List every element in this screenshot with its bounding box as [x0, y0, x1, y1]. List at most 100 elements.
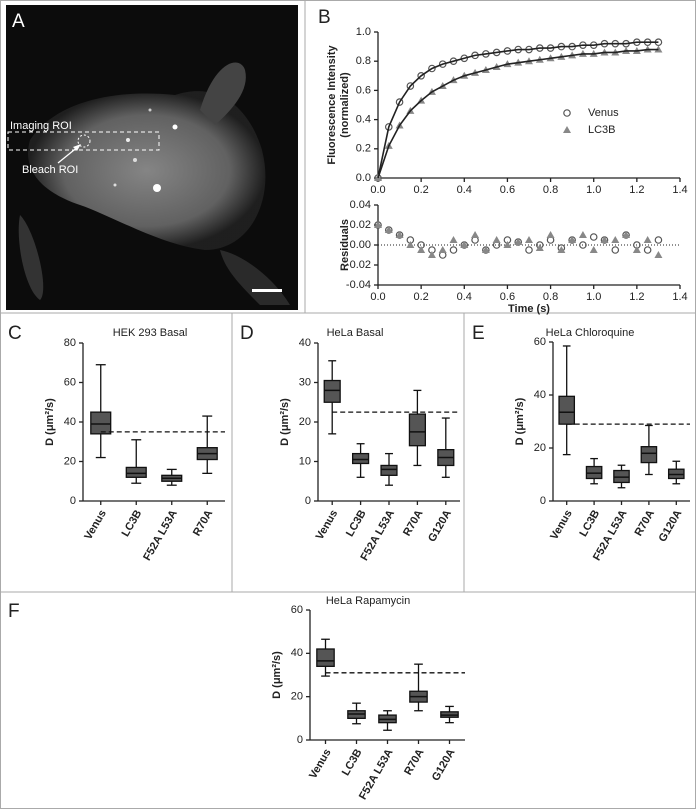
y-axis-label: D (μm²/s) — [44, 398, 56, 446]
y-tick-label: 0 — [70, 495, 76, 507]
x-tick-label: 1.4 — [672, 291, 687, 303]
y-tick-label: 0.04 — [350, 199, 371, 211]
x-tick-label: R70A — [401, 508, 425, 538]
x-tick-label: LC3B — [577, 508, 602, 539]
marker — [600, 236, 609, 243]
y-tick-label: -0.04 — [346, 279, 371, 291]
marker — [525, 236, 533, 243]
marker — [395, 98, 404, 106]
y-tick-label: 1.0 — [356, 26, 371, 38]
box — [316, 648, 335, 667]
marker — [406, 82, 415, 90]
y-tick-label: -0.02 — [346, 259, 371, 271]
x-tick-label: R70A — [633, 508, 657, 538]
box — [90, 411, 112, 435]
legend-label: LC3B — [588, 124, 616, 136]
box — [125, 466, 147, 478]
y-tick-label: 0.8 — [356, 55, 371, 67]
chart-title: HeLa Rapamycin — [326, 595, 410, 607]
x-tick-label: R70A — [402, 747, 426, 777]
box — [380, 464, 398, 476]
marker — [460, 241, 469, 248]
x-tick-label: 0.8 — [543, 291, 558, 303]
y-axis-label: D (μm²/s) — [279, 398, 291, 446]
marker — [449, 236, 458, 243]
marker — [622, 231, 631, 238]
marker — [417, 72, 425, 80]
marker — [514, 238, 523, 245]
x-tick-label: 1.2 — [629, 184, 644, 196]
legend-label: Venus — [588, 107, 619, 119]
y-tick-label: 40 — [64, 416, 76, 428]
marker — [654, 236, 663, 244]
marker — [589, 233, 598, 241]
legend-marker — [563, 126, 571, 133]
marker — [535, 244, 544, 251]
panel-letter: A — [12, 11, 25, 32]
y-tick-label: 0.2 — [356, 143, 371, 155]
marker — [643, 246, 652, 254]
x-tick-label: G120A — [430, 747, 458, 783]
y-tick-label: 20 — [291, 691, 303, 703]
y-axis-label: Residuals — [339, 219, 351, 271]
x-axis-label: Time (s) — [508, 303, 550, 315]
x-tick-label: LC3B — [120, 508, 145, 539]
x-tick-label: 0.0 — [370, 184, 385, 196]
marker — [438, 60, 447, 68]
x-tick-label: 1.0 — [586, 291, 601, 303]
marker — [417, 246, 426, 253]
y-tick-label: 60 — [291, 604, 303, 616]
marker — [557, 246, 566, 253]
box — [408, 413, 427, 447]
y-tick-label: 60 — [534, 336, 546, 348]
chart-title: HEK 293 Basal — [113, 327, 188, 339]
x-tick-label: 0.2 — [413, 291, 428, 303]
marker — [503, 241, 512, 248]
x-tick-label: F52A L53A — [141, 508, 180, 563]
y-axis-label: Fluorescence Intensity — [326, 45, 338, 165]
y-tick-label: 0.02 — [350, 219, 371, 231]
y-tick-label: 40 — [534, 389, 546, 401]
x-tick-label: G120A — [657, 508, 685, 544]
y-axis-label: (normalized) — [339, 72, 351, 138]
box — [640, 446, 658, 464]
y-tick-label: 30 — [299, 376, 311, 388]
annotation: Imaging ROI — [10, 120, 72, 132]
y-tick-label: 20 — [299, 416, 311, 428]
x-tick-label: 0.4 — [457, 184, 472, 196]
panel-letter: F — [8, 601, 20, 622]
x-tick-label: R70A — [191, 508, 215, 538]
marker — [611, 236, 620, 243]
marker — [525, 246, 533, 254]
y-tick-label: 0 — [297, 734, 303, 746]
marker — [384, 226, 393, 233]
y-tick-label: 0.6 — [356, 84, 371, 96]
marker — [428, 64, 436, 73]
y-tick-label: 20 — [534, 442, 546, 454]
marker — [471, 231, 480, 238]
box — [351, 452, 370, 465]
panel-letter: D — [240, 323, 254, 344]
x-tick-label: 1.0 — [586, 184, 601, 196]
x-tick-label: Venus — [307, 747, 334, 781]
panel-letter: E — [472, 323, 485, 344]
fit-line — [377, 48, 659, 179]
marker — [449, 57, 458, 66]
x-tick-label: 0.6 — [500, 184, 515, 196]
marker — [568, 236, 577, 243]
x-tick-label: 1.2 — [629, 291, 644, 303]
marker — [427, 251, 436, 258]
y-axis-label: D (μm²/s) — [271, 651, 283, 699]
marker — [449, 246, 458, 254]
marker — [395, 231, 404, 238]
marker — [643, 236, 652, 243]
marker — [654, 251, 663, 258]
y-tick-label: 40 — [291, 647, 303, 659]
marker — [579, 241, 587, 249]
y-tick-label: 0 — [305, 495, 311, 507]
marker — [611, 246, 620, 254]
marker — [589, 246, 598, 253]
y-tick-label: 0.4 — [356, 114, 371, 126]
y-tick-label: 0.00 — [350, 239, 371, 251]
